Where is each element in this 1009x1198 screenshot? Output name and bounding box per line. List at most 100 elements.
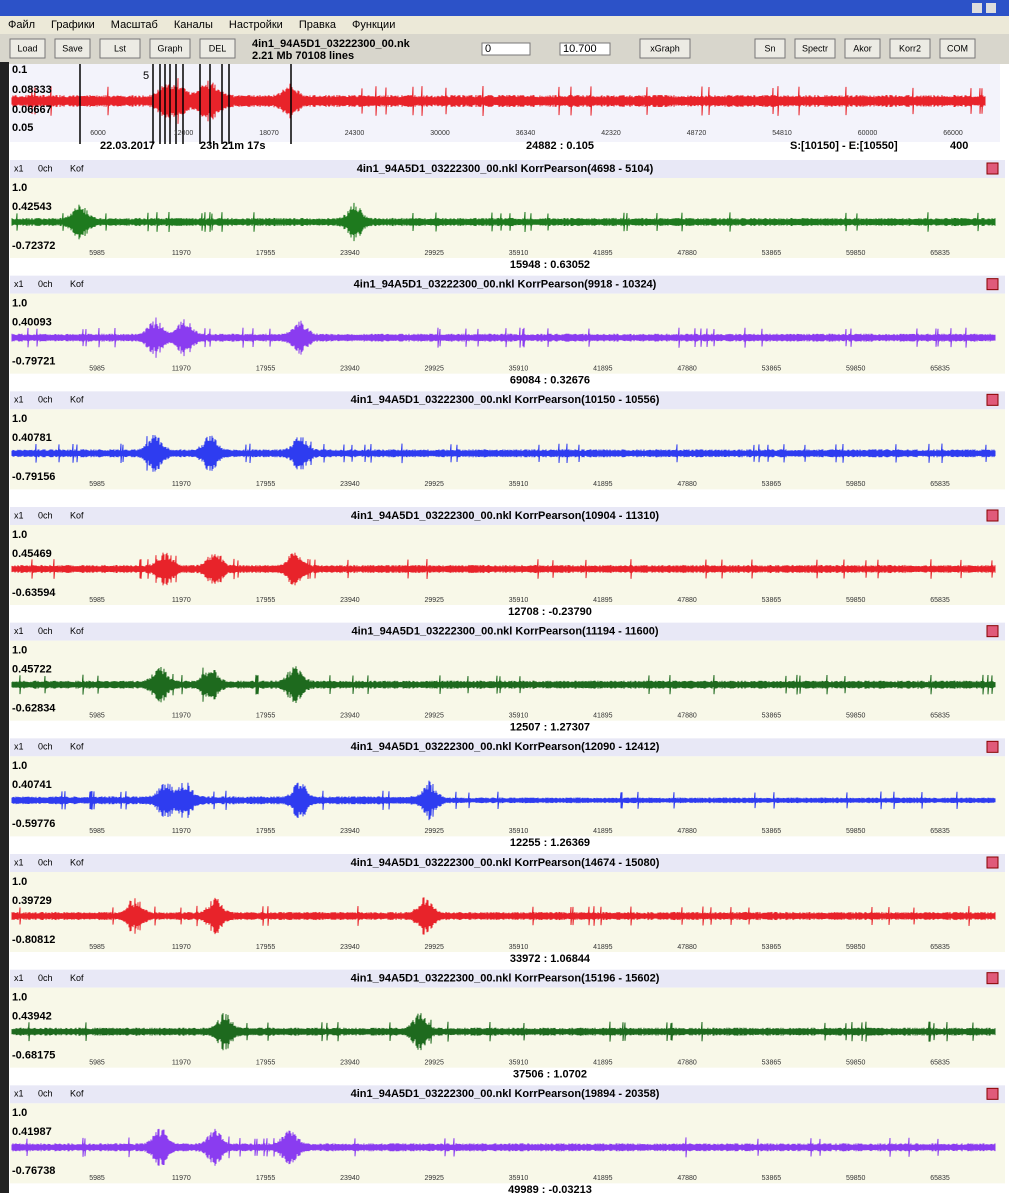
menu-item[interactable]: Файл bbox=[8, 19, 35, 31]
panel-button[interactable]: x1 bbox=[14, 1089, 24, 1099]
x-tick: 65835 bbox=[930, 481, 950, 488]
panel-button[interactable]: 0ch bbox=[38, 510, 53, 520]
tool-button[interactable] bbox=[9, 38, 46, 59]
tool-button[interactable] bbox=[844, 38, 881, 59]
panel-footer: 33972 : 1.06844 bbox=[510, 953, 591, 965]
x-tick: 11970 bbox=[172, 944, 191, 951]
panel-button[interactable]: x1 bbox=[14, 626, 24, 636]
panel-button[interactable]: Kof bbox=[70, 1089, 84, 1099]
panel-button[interactable]: x1 bbox=[14, 279, 24, 289]
close-button[interactable] bbox=[986, 856, 999, 869]
x-tick: 47880 bbox=[677, 366, 697, 373]
menu-item[interactable]: Масштаб bbox=[111, 19, 158, 31]
tool-button[interactable] bbox=[794, 38, 836, 59]
input-field[interactable] bbox=[559, 42, 611, 56]
tool-button[interactable] bbox=[99, 38, 141, 59]
x-tick: 53865 bbox=[762, 597, 782, 604]
panel-button[interactable]: x1 bbox=[14, 742, 24, 752]
x-tick: 5985 bbox=[89, 1175, 105, 1182]
panel-button[interactable]: x1 bbox=[14, 857, 24, 867]
close-button[interactable] bbox=[986, 162, 999, 175]
panel-footer: 12708 : -0.23790 bbox=[508, 606, 592, 618]
panel-button[interactable]: x1 bbox=[14, 163, 24, 173]
x-tick: 59850 bbox=[846, 597, 866, 604]
date: 22.03.2017 bbox=[100, 140, 155, 152]
panel-button[interactable]: 0ch bbox=[38, 163, 53, 173]
menu-item[interactable]: Функции bbox=[352, 19, 395, 31]
panel-button[interactable]: Kof bbox=[70, 857, 84, 867]
input-field[interactable] bbox=[481, 42, 531, 56]
y-upper: 0.40093 bbox=[12, 317, 52, 329]
panel-button[interactable]: 0ch bbox=[38, 279, 53, 289]
close-button[interactable] bbox=[986, 509, 999, 522]
tool-button-label: Lst bbox=[114, 43, 127, 53]
close-button[interactable] bbox=[986, 393, 999, 406]
title-bar bbox=[0, 0, 1009, 16]
tool-button[interactable] bbox=[54, 38, 91, 59]
close-button[interactable] bbox=[986, 972, 999, 985]
panel-button[interactable]: Kof bbox=[70, 973, 84, 983]
panel-button[interactable]: 0ch bbox=[38, 395, 53, 405]
waveform bbox=[11, 780, 996, 821]
x-tick: 41895 bbox=[593, 828, 613, 835]
menu-bar bbox=[0, 16, 1009, 34]
panel-header bbox=[10, 1085, 1005, 1104]
panel-button[interactable]: 0ch bbox=[38, 626, 53, 636]
maximize-button[interactable] bbox=[986, 3, 996, 13]
panel-header bbox=[10, 160, 1005, 178]
y-lower: -0.72372 bbox=[12, 240, 55, 252]
x-tick: 29925 bbox=[424, 597, 444, 604]
menu-item[interactable]: Настройки bbox=[229, 19, 283, 31]
close-button[interactable] bbox=[986, 740, 999, 753]
panel-button[interactable]: x1 bbox=[14, 395, 24, 405]
panel-button[interactable]: 0ch bbox=[38, 973, 53, 983]
tool-button[interactable] bbox=[889, 38, 931, 59]
panel-button[interactable]: x1 bbox=[14, 510, 24, 520]
panel-button[interactable]: 0ch bbox=[38, 1089, 53, 1099]
x-tick: 29925 bbox=[424, 1060, 444, 1067]
panel-button[interactable]: Kof bbox=[70, 742, 84, 752]
x-tick: 59850 bbox=[846, 944, 866, 951]
panel-header bbox=[10, 275, 1005, 294]
tool-button[interactable] bbox=[149, 38, 191, 59]
panel-button[interactable]: 0ch bbox=[38, 857, 53, 867]
tool-button[interactable] bbox=[754, 38, 786, 59]
x-tick: 23940 bbox=[340, 828, 360, 835]
menu-item[interactable]: Каналы bbox=[174, 19, 213, 31]
panel-button[interactable]: Kof bbox=[70, 395, 84, 405]
waveform bbox=[11, 666, 996, 704]
x-tick: 5985 bbox=[89, 481, 105, 488]
panel-button[interactable]: x1 bbox=[14, 973, 24, 983]
y-upper: 0.40781 bbox=[12, 432, 52, 444]
x-tick: 35910 bbox=[509, 1175, 529, 1182]
panel-button[interactable]: Kof bbox=[70, 279, 84, 289]
menu-item[interactable]: Правка bbox=[299, 19, 337, 31]
panel-button[interactable]: Kof bbox=[70, 163, 84, 173]
panel-footer: 49989 : -0.03213 bbox=[508, 1184, 592, 1193]
y-max: 1.0 bbox=[12, 760, 27, 772]
x-tick: 47880 bbox=[677, 1060, 697, 1067]
close-button[interactable] bbox=[986, 278, 999, 291]
y-lower: -0.76738 bbox=[12, 1165, 55, 1177]
menu-item[interactable]: Графики bbox=[51, 19, 95, 31]
x-tick: 24300 bbox=[345, 130, 365, 137]
panel-header bbox=[10, 507, 1005, 525]
close-button[interactable] bbox=[986, 625, 999, 638]
tool-button[interactable] bbox=[639, 38, 691, 59]
panel-button[interactable]: Kof bbox=[70, 510, 84, 520]
panel-button[interactable]: 0ch bbox=[38, 742, 53, 752]
minimize-button[interactable] bbox=[972, 3, 982, 13]
y-upper: 0.42543 bbox=[12, 201, 52, 213]
y-label: 0.08333 bbox=[12, 84, 52, 96]
x-tick: 17955 bbox=[256, 481, 276, 488]
close-button[interactable] bbox=[986, 1087, 999, 1100]
y-max: 1.0 bbox=[12, 1107, 27, 1119]
x-tick: 35910 bbox=[509, 1060, 529, 1067]
tool-button[interactable] bbox=[199, 38, 236, 59]
tool-button[interactable] bbox=[939, 38, 976, 59]
x-tick: 29925 bbox=[424, 1175, 444, 1182]
x-tick: 53865 bbox=[762, 366, 782, 373]
file-name: 4in1_94A5D1_03222300_00.nk bbox=[252, 38, 411, 50]
panel-button[interactable]: Kof bbox=[70, 626, 84, 636]
x-tick: 47880 bbox=[677, 481, 697, 488]
